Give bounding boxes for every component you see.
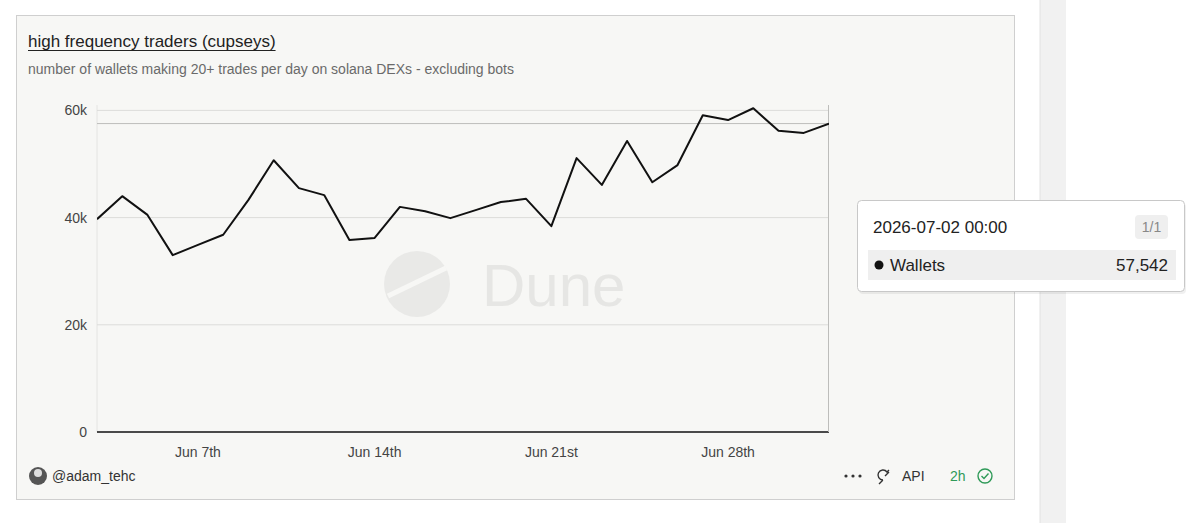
y-tick-label: 0 [79, 424, 87, 440]
watermark-logo-cut [388, 268, 446, 296]
menu-dot [858, 474, 861, 477]
background [0, 0, 1199, 523]
menu-dot [851, 474, 854, 477]
grid-line [97, 110, 829, 111]
tooltip-dot [875, 261, 884, 270]
watermark-logo [384, 251, 450, 317]
watermark: Dune [384, 251, 625, 319]
api-label: API [902, 468, 925, 484]
plot-area [97, 105, 829, 432]
avatar-face [34, 469, 42, 477]
tooltip-counter-bg [1135, 215, 1168, 239]
watermark-text: Dune [482, 252, 625, 319]
x-tick-label: Jun 21st [525, 444, 578, 460]
api-icon [878, 470, 889, 484]
check-mark [982, 474, 989, 479]
crosshair-h [97, 123, 829, 124]
author: @adam_tehc [52, 468, 135, 484]
title-underline [28, 50, 276, 51]
grid-line [97, 324, 829, 325]
y-tick-label: 60k [64, 102, 88, 118]
crosshair-v [828, 105, 829, 432]
tooltip-series: Wallets [890, 256, 945, 275]
x-tick-label: Jun 28th [701, 444, 755, 460]
subtitle: number of wallets making 20+ trades per … [28, 61, 514, 77]
x-axis-line [97, 431, 829, 433]
tooltip: 2026-07-02 00:00 1/1 Wallets 57,542 [858, 201, 1187, 295]
tooltip-value: 57,542 [1116, 256, 1168, 275]
age-label: 2h [950, 468, 966, 484]
title: high frequency traders (cupseys) [28, 32, 276, 51]
x-tick-label: Jun 14th [348, 444, 402, 460]
grid-line [97, 217, 829, 218]
y-tick-label: 20k [64, 317, 88, 333]
chart-root: high frequency traders (cupseys) number o… [0, 0, 1199, 523]
y-axis-line [97, 105, 98, 432]
menu-dot [844, 474, 847, 477]
tooltip-counter: 1/1 [1142, 219, 1162, 235]
x-tick-label: Jun 7th [175, 444, 221, 460]
y-tick-label: 40k [64, 210, 88, 226]
series-line [97, 108, 829, 255]
check-icon [978, 469, 992, 483]
tooltip-row-bg [868, 250, 1176, 280]
tooltip-box [858, 201, 1185, 292]
avatar [29, 467, 47, 485]
tooltip-title: 2026-07-02 00:00 [873, 218, 1007, 237]
